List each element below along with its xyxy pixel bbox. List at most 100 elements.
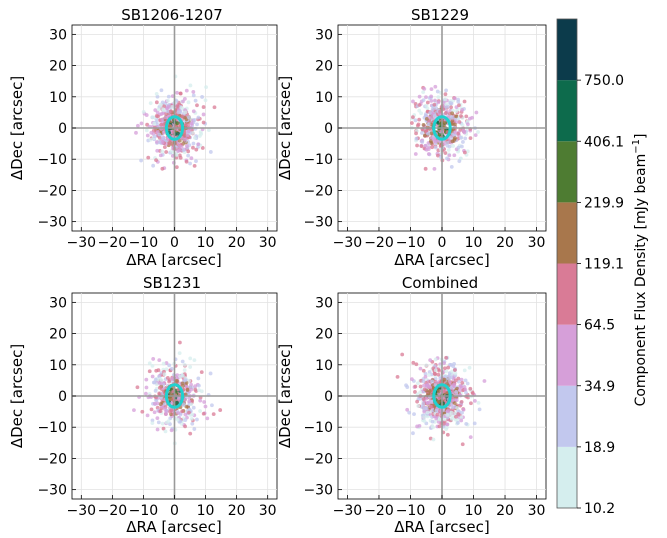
scatter-point [206, 128, 211, 133]
y-tick-label: 0 [324, 121, 333, 137]
scatter-point [422, 387, 427, 392]
scatter-point [155, 140, 159, 144]
scatter-point [155, 94, 160, 99]
scatter-point [429, 404, 434, 409]
scatter-point [468, 136, 473, 141]
scatter-point [145, 133, 150, 138]
scatter-point [452, 401, 457, 406]
scatter-point [186, 129, 191, 134]
scatter-point [197, 388, 201, 393]
scatter-point [152, 380, 157, 385]
scatter-point [155, 148, 160, 153]
scatter-point [422, 409, 427, 414]
scatter-point [423, 371, 428, 376]
scatter-point [198, 398, 203, 403]
scatter-point [188, 356, 193, 361]
scatter-point [193, 387, 198, 392]
scatter-point [189, 416, 194, 421]
scatter-point [164, 367, 169, 372]
scatter-point [433, 357, 438, 362]
scatter-point [186, 115, 191, 120]
scatter-point [160, 421, 165, 426]
scatter-point [400, 352, 405, 357]
scatter-point [447, 144, 452, 149]
scatter-point [170, 94, 175, 99]
y-tick-label: 10 [49, 358, 67, 374]
scatter-point [182, 137, 187, 142]
scatter-point [472, 421, 477, 426]
panel-title: SB1231 [143, 274, 201, 292]
y-tick-label: 30 [49, 295, 67, 311]
colorbar-tick-label: 750.0 [584, 73, 624, 89]
scatter-point [432, 102, 437, 107]
y-axis-label: ΔDec [arcsec] [8, 344, 26, 448]
scatter-point [181, 99, 185, 104]
scatter-point [453, 371, 458, 376]
colorbar-segment [557, 324, 577, 386]
scatter-point [421, 402, 426, 406]
x-tick-label: −20 [98, 503, 128, 519]
scatter-point [153, 108, 158, 113]
y-axis-label: ΔDec [arcsec] [276, 344, 294, 448]
x-tick-label: −30 [333, 235, 363, 251]
scatter-point [201, 112, 206, 117]
scatter-point [175, 90, 179, 95]
scatter-point [140, 409, 145, 414]
scatter-point [417, 94, 422, 99]
scatter-point [193, 98, 198, 103]
scatter-point [180, 373, 185, 378]
colorbar-tick-label: 64.5 [584, 318, 615, 334]
scatter-point [144, 385, 149, 390]
scatter-point [444, 88, 448, 93]
scatter-point [432, 113, 437, 118]
scatter-point [436, 400, 441, 405]
scatter-point [433, 145, 438, 150]
scatter-point [465, 149, 470, 154]
scatter-point [416, 381, 420, 386]
scatter-point [411, 431, 415, 436]
scatter-point [164, 150, 169, 154]
colorbar-tick-label: 119.1 [584, 257, 624, 273]
scatter-point [459, 415, 464, 420]
y-tick-labels: 30 20 10 0 −10 −20 −30 [37, 27, 76, 231]
y-tick-label: −10 [303, 152, 333, 168]
y-tick-label: −20 [37, 451, 67, 467]
scatter-point [139, 158, 144, 163]
scatter-point [155, 401, 160, 406]
scatter-point [452, 382, 456, 387]
scatter-point [468, 435, 473, 440]
scatter-point [463, 378, 468, 383]
y-tick-label: 30 [49, 27, 67, 43]
scatter-point [188, 365, 193, 369]
scatter-point [161, 136, 165, 140]
scatter-point [460, 410, 464, 415]
scatter-point [175, 417, 180, 422]
scatter-point [473, 398, 477, 403]
y-tick-label: −30 [303, 215, 333, 231]
scatter-point [446, 365, 451, 370]
scatter-point [459, 418, 464, 423]
panel-sb1229: SB1229 −30 −20 −10 0 10 20 30 3020100−10−20−30… [276, 6, 547, 269]
scatter-point [183, 412, 188, 417]
scatter-point [445, 422, 450, 427]
scatter-point [190, 412, 195, 417]
scatter-point [188, 83, 193, 88]
scatter-point [191, 145, 195, 150]
scatter-point [150, 374, 155, 379]
scatter-point [449, 362, 454, 367]
scatter-point [144, 113, 149, 117]
scatter-point [433, 139, 438, 144]
scatter-point [464, 390, 468, 395]
scatter-point [169, 109, 173, 114]
scatter-point [174, 378, 179, 383]
scatter-point [177, 340, 182, 345]
scatter-point [201, 411, 206, 416]
scatter-point [415, 424, 420, 429]
scatter-point [462, 150, 467, 155]
scatter-point [456, 412, 461, 416]
scatter-point [155, 416, 160, 421]
scatter-point [443, 111, 448, 115]
scatter-point [413, 118, 418, 123]
x-tick-label: 10 [465, 235, 483, 251]
scatter-point [179, 105, 184, 110]
